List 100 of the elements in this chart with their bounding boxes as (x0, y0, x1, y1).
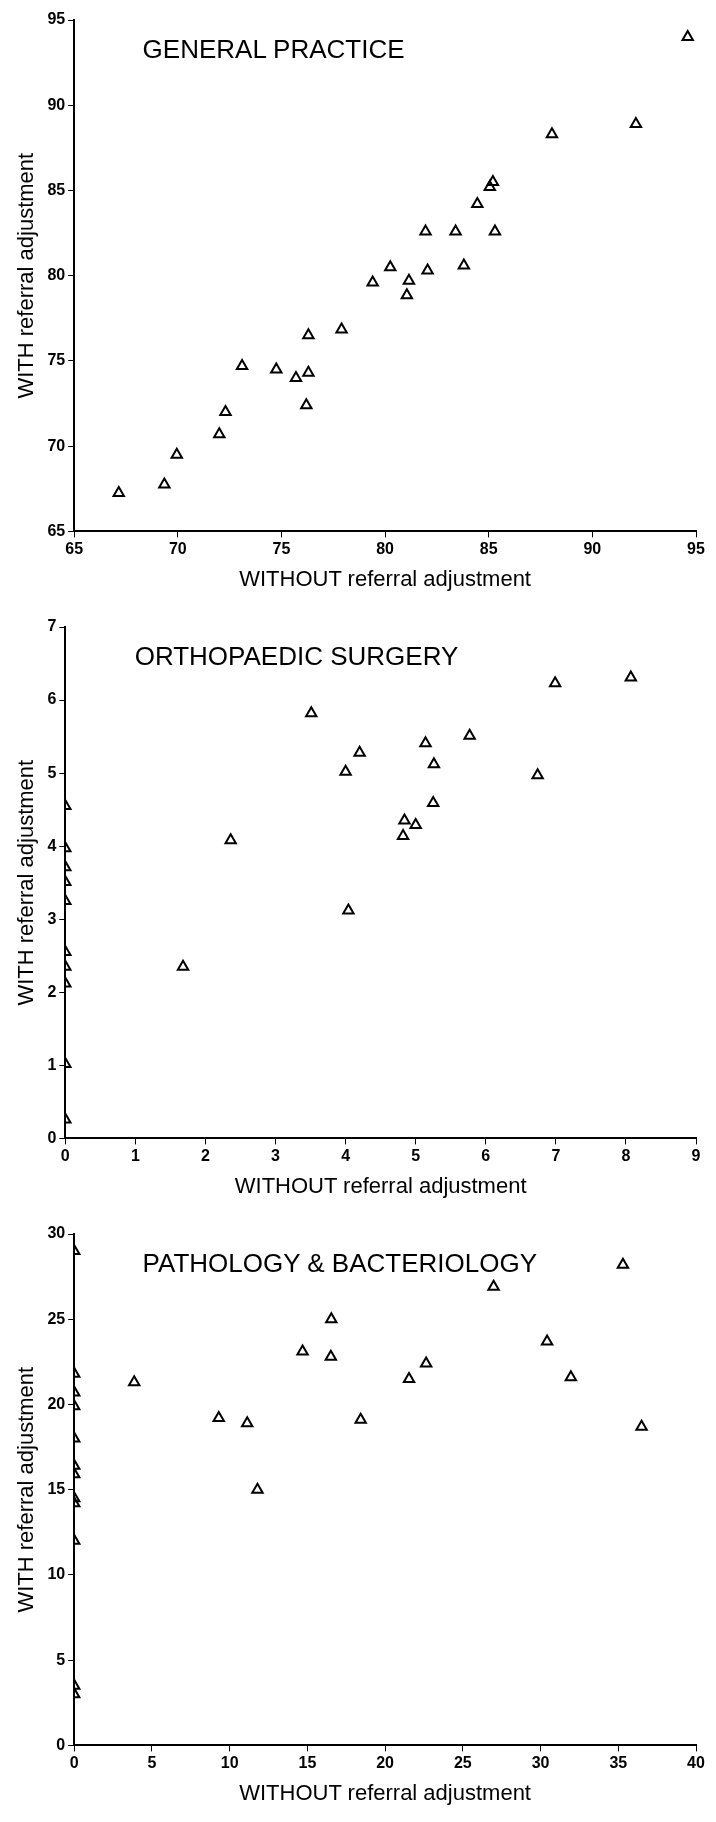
y-tick-label: 65 (47, 521, 66, 539)
x-tick-label: 8 (621, 1147, 631, 1165)
point (305, 706, 318, 718)
point (463, 728, 476, 740)
x-tick-label: 2 (201, 1147, 210, 1165)
point (449, 224, 462, 236)
x-tick-label: 3 (271, 1147, 281, 1165)
y-tick-label: 90 (47, 95, 66, 113)
point (635, 1419, 648, 1431)
point (270, 362, 283, 374)
x-axis-title: WITHOUT referral adjustment (239, 1779, 531, 1805)
y-tick-label: 25 (47, 1309, 66, 1327)
x-tick-label: 10 (220, 1754, 239, 1772)
y-tick-label: 0 (47, 1128, 57, 1146)
point (564, 1370, 578, 1382)
y-tick-label: 0 (56, 1735, 66, 1753)
y-tick-label: 15 (47, 1480, 66, 1498)
y-tick-label: 10 (47, 1565, 66, 1583)
y-axis-title: WITH referral adjustment (13, 1366, 39, 1613)
point (384, 260, 397, 272)
y-tick-label: 95 (47, 10, 66, 28)
point (421, 263, 434, 275)
y-tick-label: 30 (47, 1224, 66, 1242)
x-tick-label: 80 (376, 540, 395, 558)
point (548, 676, 562, 688)
point (488, 224, 502, 236)
point (487, 1279, 500, 1291)
point (402, 273, 416, 285)
x-tick-label: 6 (481, 1147, 491, 1165)
point (486, 174, 500, 186)
text: ORTHOPAEDIC SURGERY (134, 641, 459, 672)
x-tick-label: 15 (298, 1754, 317, 1772)
point (419, 224, 432, 236)
x-axis-title: WITHOUT referral adjustment (234, 1172, 527, 1198)
y-tick-label: 7 (47, 617, 57, 635)
point (396, 828, 410, 840)
y-tick-label: 75 (47, 351, 66, 369)
point (158, 477, 171, 489)
y-tick-label: 3 (47, 909, 57, 927)
point (324, 1349, 338, 1361)
point (339, 764, 352, 776)
point (302, 365, 315, 377)
point (251, 1482, 264, 1494)
point (224, 833, 237, 845)
point (354, 1412, 367, 1424)
point (419, 736, 432, 748)
y-axis-title: WITH referral adjustment (13, 152, 39, 399)
point (409, 817, 422, 829)
point (219, 405, 232, 417)
point (296, 1344, 309, 1356)
point (170, 447, 183, 459)
point (419, 1356, 433, 1368)
y-tick-label: 85 (47, 180, 66, 198)
x-tick-label: 85 (479, 540, 498, 558)
text: PATHOLOGY & BACTERIOLOGY (142, 1248, 538, 1279)
point (289, 370, 303, 382)
x-tick-label: 35 (609, 1754, 628, 1772)
x-tick-label: 0 (69, 1754, 79, 1772)
y-tick-label: 5 (56, 1650, 66, 1668)
point (471, 197, 484, 209)
x-tick-label: 4 (341, 1147, 351, 1165)
point (540, 1334, 554, 1346)
point (300, 398, 313, 410)
point (483, 180, 496, 192)
point (400, 288, 414, 300)
point (427, 796, 440, 808)
point (531, 768, 544, 780)
x-tick-label: 90 (583, 540, 602, 558)
point (112, 486, 125, 498)
point (353, 745, 366, 757)
y-axis-title: WITH referral adjustment (13, 759, 39, 1006)
y-tick-label: 4 (47, 836, 57, 854)
point (325, 1312, 338, 1324)
x-tick-label: 1 (130, 1147, 140, 1165)
x-axis-title: WITHOUT referral adjustment (239, 565, 531, 591)
y-tick-label: 5 (47, 763, 57, 781)
point (457, 258, 471, 270)
point (235, 359, 249, 371)
point (366, 275, 379, 287)
point (545, 127, 559, 139)
y-tick-label: 6 (47, 690, 57, 708)
x-tick-label: 9 (691, 1147, 701, 1165)
x-tick-label: 70 (168, 540, 187, 558)
y-tick-label: 2 (47, 982, 57, 1000)
x-tick-label: 20 (376, 1754, 395, 1772)
x-tick-label: 40 (687, 1754, 705, 1772)
point (241, 1416, 254, 1428)
text: GENERAL PRACTICE (142, 34, 405, 65)
point (213, 427, 226, 439)
x-tick-label: 5 (411, 1147, 421, 1165)
point (398, 813, 411, 825)
y-tick-label: 70 (47, 436, 66, 454)
y-tick-label: 20 (47, 1394, 66, 1412)
y-tick-label: 80 (47, 266, 66, 284)
point (302, 328, 315, 340)
x-tick-label: 95 (687, 540, 705, 558)
point (402, 1371, 416, 1383)
x-tick-label: 25 (453, 1754, 472, 1772)
point (616, 1257, 630, 1269)
point (342, 903, 355, 915)
